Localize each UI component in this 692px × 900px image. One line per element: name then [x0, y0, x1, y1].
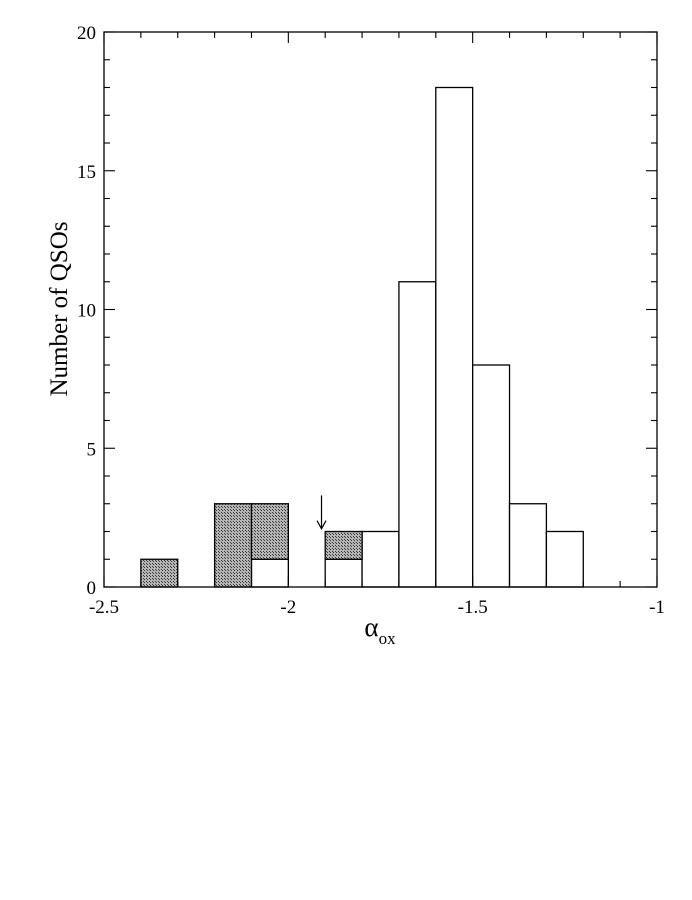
plot-frame — [103, 31, 658, 588]
y-tick-label: 20 — [77, 23, 96, 44]
y-tick-label: 10 — [77, 301, 96, 322]
open-bar-5 — [472, 364, 511, 588]
x-axis-title-symbol: α — [364, 612, 378, 642]
tick-labels-layer: -2.5 -2 -1.5 -1 0 5 10 15 20 — [77, 23, 665, 618]
annotation-arrow-head — [316, 520, 327, 530]
open-bar-2 — [361, 530, 400, 588]
open-bar-0 — [250, 558, 289, 588]
open-bar-1 — [324, 558, 363, 588]
x-tick-label: -2.5 — [89, 597, 119, 618]
bars-layer — [140, 86, 584, 588]
y-tick-label: 0 — [87, 578, 97, 599]
x-tick-label: -1.5 — [458, 597, 488, 618]
y-tick-label: 15 — [77, 162, 96, 183]
y-axis-title: Number of QSOs — [46, 222, 73, 397]
ticks-layer — [103, 31, 658, 588]
x-tick-label: -2 — [280, 597, 296, 618]
open-bar-7 — [545, 530, 584, 588]
x-axis-title: αox — [364, 612, 396, 648]
x-axis-title-subscript: ox — [379, 629, 397, 648]
hatched-bar-2 — [250, 503, 289, 560]
hatched-bar-0 — [140, 558, 179, 588]
x-tick-label: -1 — [649, 597, 665, 618]
open-bar-3 — [398, 281, 437, 588]
open-bar-4 — [435, 86, 474, 588]
hatched-bar-1 — [213, 503, 253, 588]
hatched-bar-3 — [324, 530, 363, 560]
y-tick-label: 5 — [87, 439, 97, 460]
open-bar-6 — [508, 503, 548, 588]
annotation-layer — [316, 495, 327, 530]
